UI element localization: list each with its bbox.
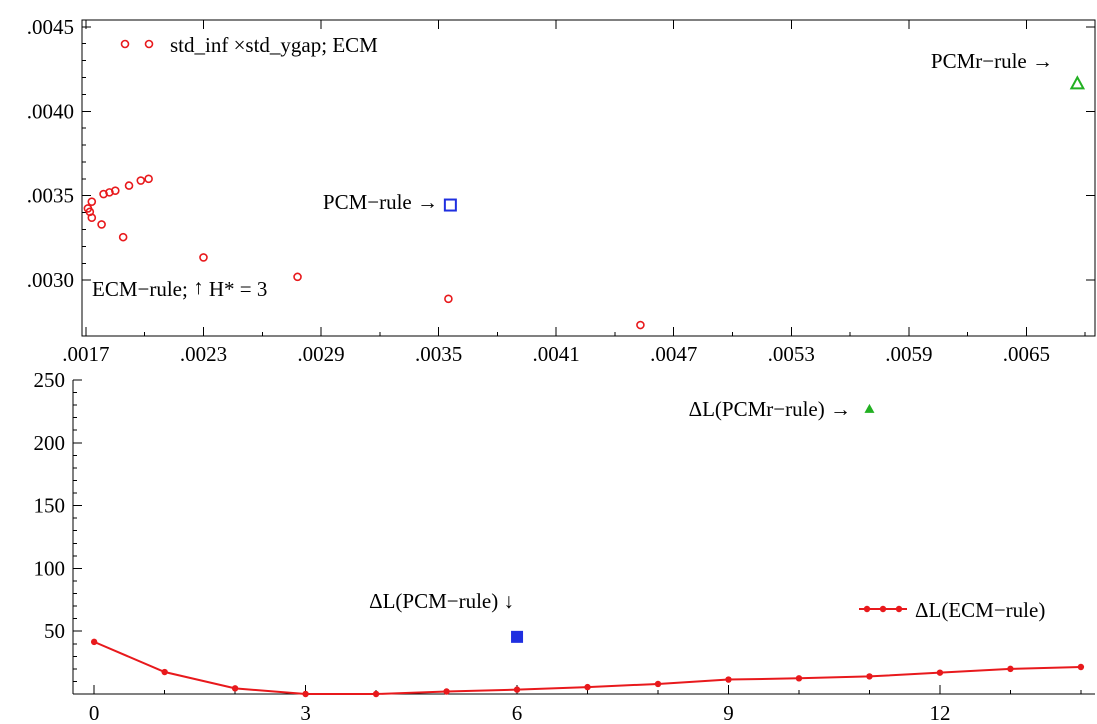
ecm-loss-point (795, 675, 803, 682)
loss-x-tick-label: 3 (300, 701, 311, 724)
ecm-loss-point (584, 683, 591, 691)
scatter-x-tick-label: .0053 (768, 342, 815, 366)
ecm-loss-point (443, 688, 450, 695)
scatter-point (118, 232, 128, 242)
ecm-rule-up-arrow: ↑ (193, 275, 204, 299)
scatter-x-tick-label: .0065 (1003, 342, 1050, 366)
loss-x-tick-label: 12 (929, 701, 950, 724)
loss-x-ticks: 0 3 6 9 12 (89, 685, 1082, 724)
scatter-x-tick-label: .0059 (885, 342, 932, 366)
pcmr-rule-point (1069, 75, 1086, 90)
pcm-rule-point (443, 198, 457, 212)
ecm-rule-annotation: ECM−rule; ↑ H* = 3 (92, 275, 267, 301)
ecm-loss-point (936, 669, 944, 676)
ecm-loss-point (231, 685, 239, 692)
legend-marker-right (144, 39, 154, 49)
pcm-loss-point (511, 630, 524, 643)
scatter-x-tick-label: .0023 (180, 342, 227, 366)
scatter-plot-frame (81, 19, 1096, 337)
scatter-x-tick-label: .0017 (62, 342, 109, 366)
ecm-loss-point (513, 686, 521, 693)
pcmr-rule-annotation: PCMr−rule → (931, 49, 1053, 73)
ecm-loss-point (161, 668, 168, 676)
scatter-x-ticks: .0017 .0023 .0029 .0035 .0041 .0047 .0053 .0059… (62, 20, 1086, 366)
scatter-panel: .0017 .0023 .0029 .0035 .0041 .0047 .0053 .0059… (27, 15, 1096, 366)
ecm-loss-point (725, 676, 732, 683)
loss-y-tick-label: 150 (34, 494, 66, 518)
legend-marker-left (120, 39, 130, 49)
scatter-point (293, 272, 302, 282)
ecm-loss-point (654, 680, 662, 688)
ecm-rule-text: ECM−rule; (92, 277, 193, 301)
loss-panel: 0 3 6 9 12 50 100 150 200 250 ΔL(ECM−rule) ΔL(PC… (34, 368, 1095, 724)
scatter-y-tick-label: .0030 (27, 268, 74, 292)
scatter-point (144, 174, 153, 184)
scatter-y-ticks: .0030 .0035 .0040 .0045 (27, 15, 1095, 292)
scatter-y-tick-label: .0040 (27, 99, 74, 123)
pcm-loss-annotation: ΔL(PCM−rule) ↓ (369, 589, 514, 613)
scatter-point (636, 320, 645, 330)
loss-x-tick-label: 6 (512, 701, 523, 724)
ecm-rule-horizon: H* = 3 (204, 277, 268, 301)
scatter-point (444, 294, 453, 304)
loss-y-tick-label: 250 (34, 368, 66, 392)
ecm-loss-point (372, 690, 380, 698)
loss-series (90, 403, 1085, 698)
scatter-point (87, 197, 97, 206)
ecm-loss-point (1077, 663, 1085, 671)
scatter-x-tick-label: .0047 (650, 342, 697, 366)
scatter-point (136, 176, 146, 185)
loss-y-ticks: 50 100 150 200 250 (34, 368, 82, 682)
scatter-x-tick-label: .0029 (297, 342, 344, 366)
scatter-point (199, 253, 208, 262)
ecm-loss-point (90, 638, 98, 646)
scatter-legend: std_inf ×std_ygap; ECM (120, 33, 378, 57)
ecm-loss-point (866, 673, 873, 680)
scatter-x-tick-label: .0041 (533, 342, 580, 366)
loss-y-tick-label: 200 (34, 431, 66, 455)
scatter-points (83, 75, 1086, 330)
scatter-point (97, 220, 106, 229)
pcmr-loss-annotation: ΔL(PCMr−rule) → (689, 397, 851, 421)
scatter-x-tick-label: .0035 (415, 342, 462, 366)
scatter-legend-label: std_inf ×std_ygap; ECM (170, 33, 378, 57)
ecm-loss-point (302, 690, 309, 698)
scatter-y-tick-label: .0035 (27, 184, 74, 208)
scatter-point (87, 213, 97, 223)
scatter-point (124, 181, 134, 190)
scatter-point (111, 186, 120, 195)
ecm-loss-point (1007, 665, 1014, 673)
loss-legend: ΔL(ECM−rule) (859, 598, 1045, 622)
loss-x-tick-label: 9 (723, 701, 734, 724)
loss-legend-marker-left (863, 605, 871, 613)
loss-legend-marker-right (895, 605, 903, 613)
loss-y-tick-label: 50 (44, 619, 65, 643)
loss-legend-marker-mid (879, 605, 887, 613)
loss-y-tick-label: 100 (34, 556, 66, 580)
pcm-rule-annotation: PCM−rule → (323, 190, 438, 214)
pcmr-loss-point (864, 403, 875, 413)
scatter-y-tick-label: .0045 (27, 15, 74, 39)
loss-x-tick-label: 0 (89, 701, 100, 724)
loss-legend-label: ΔL(ECM−rule) (915, 598, 1045, 622)
